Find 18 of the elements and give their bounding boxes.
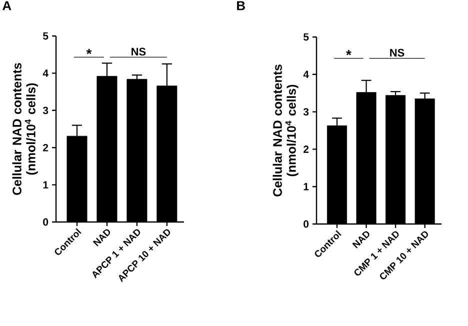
y-tick-label: 5 [304,33,309,41]
annotation: * [86,48,92,54]
y-tick-label: 1 [43,181,48,188]
annotation: NS [390,48,404,57]
y-tick-label: 4 [42,70,48,77]
y-tick-label: 1 [304,183,309,190]
y-tick-label: 4 [303,70,309,78]
y-tick-label: 0 [304,220,309,228]
annotation: * [346,50,352,56]
annotation: NS [132,48,146,56]
y-tick-label: 2 [304,146,309,153]
y-tick-label: 2 [43,144,48,152]
chart-title: B [237,1,245,10]
chart-title: A [2,1,12,10]
y-tick-label: 3 [42,106,48,114]
y-tick-label: 5 [43,32,48,40]
y-tick-label: 0 [43,218,48,226]
y-tick-label: 3 [303,108,309,116]
